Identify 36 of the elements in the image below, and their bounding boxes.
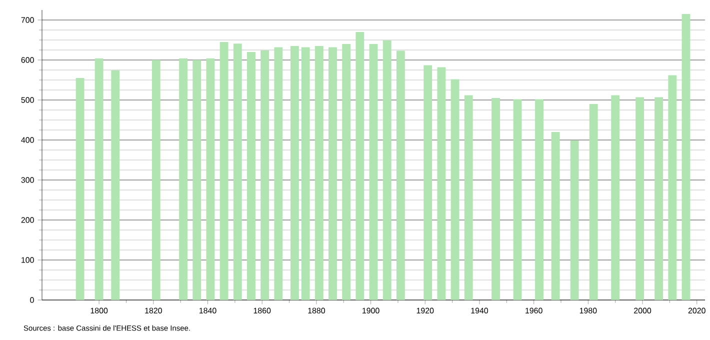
bar	[356, 32, 364, 300]
bar	[396, 50, 405, 300]
bar	[76, 78, 84, 300]
bar	[424, 65, 432, 300]
bar	[513, 99, 522, 300]
bar	[437, 67, 446, 300]
bar	[535, 99, 544, 300]
bar	[192, 60, 202, 300]
bar	[206, 58, 215, 300]
bar	[589, 104, 598, 300]
bar	[342, 44, 351, 300]
bar	[328, 47, 337, 300]
bar	[682, 14, 690, 300]
bar	[94, 58, 104, 300]
bar	[492, 98, 500, 300]
bar	[314, 46, 324, 300]
bar	[152, 60, 160, 300]
bar	[464, 95, 473, 300]
bar	[260, 50, 270, 300]
bar	[220, 42, 228, 300]
bar	[636, 97, 644, 300]
bar	[290, 46, 299, 300]
bar	[247, 52, 256, 300]
bar	[111, 70, 120, 300]
bar	[233, 44, 242, 300]
bar	[179, 58, 188, 300]
bar	[668, 75, 677, 300]
bar	[570, 140, 579, 300]
bar	[450, 79, 460, 300]
bar	[611, 95, 620, 300]
bar	[382, 40, 392, 300]
bar	[369, 44, 378, 300]
bar	[654, 97, 664, 300]
bar	[551, 132, 560, 300]
bar	[274, 47, 283, 300]
bar	[301, 47, 310, 300]
